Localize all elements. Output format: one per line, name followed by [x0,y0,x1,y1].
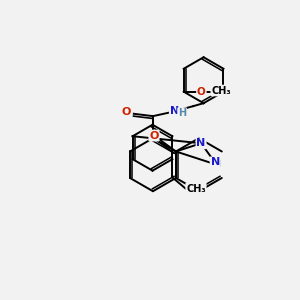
Text: O: O [197,87,206,97]
Text: CH₃: CH₃ [211,85,231,95]
Text: N: N [170,106,179,116]
Text: H: H [178,108,186,118]
Text: CH₃: CH₃ [186,184,206,194]
Text: H: H [213,160,220,169]
Text: O: O [149,130,159,140]
Text: N: N [211,158,220,167]
Text: N: N [196,138,206,148]
Text: N: N [194,186,203,196]
Text: O: O [122,107,131,117]
